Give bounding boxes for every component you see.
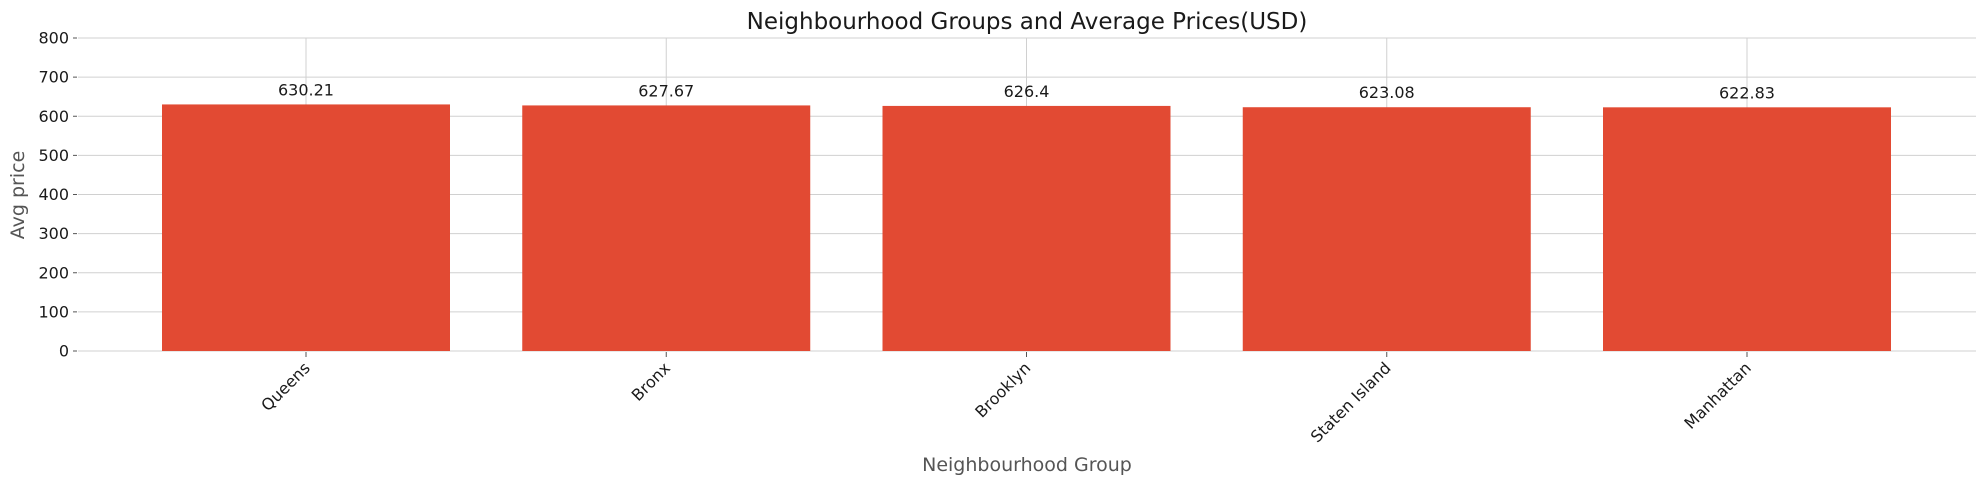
- x-axis: Queens Bronx Brooklyn Staten Island Manhatta…: [257, 352, 1755, 446]
- bar: [1603, 107, 1891, 351]
- x-tick-label: Queens: [257, 358, 314, 415]
- bars: [162, 104, 1891, 352]
- y-tick-label: 0: [59, 342, 69, 361]
- x-axis-label: Neighbourhood Group: [922, 454, 1132, 476]
- bar-value-label: 630.21: [278, 80, 334, 99]
- bar: [522, 105, 811, 352]
- bar-value-label: 627.67: [638, 81, 694, 100]
- y-tick-label: 600: [38, 107, 69, 126]
- bar: [1242, 107, 1531, 352]
- y-tick-label: 700: [38, 68, 69, 87]
- x-tick-label: Manhattan: [1680, 358, 1754, 432]
- data-labels: 630.21 627.67 626.4 623.08 622.83: [278, 80, 1775, 102]
- chart-title: Neighbourhood Groups and Average Prices(…: [747, 9, 1308, 35]
- y-tick-label: 400: [38, 185, 69, 204]
- y-axis-label: Avg price: [7, 151, 29, 240]
- bar-value-label: 626.4: [1004, 82, 1050, 101]
- bar: [162, 104, 450, 352]
- y-tick-label: 500: [38, 146, 69, 165]
- bar: [882, 105, 1171, 352]
- x-tick-label: Staten Island: [1307, 358, 1395, 446]
- y-tick-label: 300: [38, 224, 69, 243]
- x-tick-label: Brooklyn: [971, 358, 1034, 421]
- x-tick-label: Bronx: [628, 358, 674, 404]
- y-tick-label: 800: [38, 29, 69, 48]
- y-axis: 0 100 200 300 400 500 600 700 800: [38, 29, 77, 361]
- bar-value-label: 622.83: [1719, 83, 1775, 102]
- y-tick-label: 200: [38, 263, 69, 282]
- y-tick-label: 100: [38, 302, 69, 321]
- bar-value-label: 623.08: [1359, 83, 1415, 102]
